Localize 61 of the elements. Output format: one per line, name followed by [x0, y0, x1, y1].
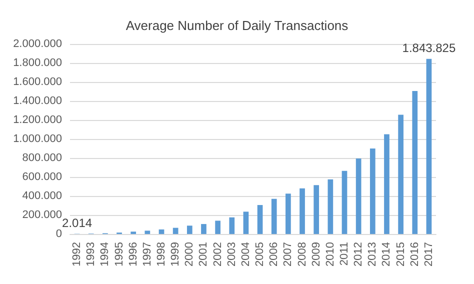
bar — [300, 188, 305, 234]
bar — [201, 224, 206, 234]
bar — [426, 58, 432, 234]
bar — [257, 205, 263, 234]
x-tick-label: 2008 — [296, 242, 308, 266]
chart-title: Average Number of Daily Transactions — [126, 18, 349, 33]
x-tick-label: 2009 — [310, 242, 322, 266]
bar — [186, 226, 192, 234]
x-tick-label: 2017 — [422, 242, 435, 266]
x-tick-label: 2015 — [394, 242, 407, 266]
x-tick-label: 1996 — [127, 242, 140, 266]
x-tick-label: 1992 — [71, 242, 84, 266]
x-tick-label: 1998 — [156, 242, 168, 266]
x-tick-label: 2012 — [352, 242, 365, 266]
bar — [243, 212, 249, 234]
x-tick-label: 2003 — [226, 242, 238, 266]
bar — [286, 194, 291, 234]
x-tick-label: 2014 — [380, 242, 393, 266]
bar — [144, 230, 150, 234]
x-tick-label: 2004 — [240, 242, 252, 266]
bar — [314, 185, 320, 234]
x-tick-label: 2005 — [254, 242, 266, 266]
bar — [370, 148, 376, 234]
x-tick-label: 1995 — [113, 242, 126, 266]
x-tick-label: 2010 — [324, 242, 336, 266]
bar — [384, 134, 390, 234]
bar — [342, 170, 348, 234]
bar — [328, 179, 334, 234]
bar — [412, 91, 418, 234]
bar — [356, 158, 362, 234]
y-tick-label: 1.600.000 — [13, 76, 62, 88]
x-tick-label: 2016 — [408, 242, 421, 266]
data-label: 1.843.825 — [402, 40, 456, 55]
bar — [172, 228, 178, 234]
x-tick-label: 2001 — [198, 242, 210, 266]
bar — [215, 220, 220, 234]
x-tick-label: 2011 — [338, 242, 350, 266]
x-tick-label: 1997 — [141, 242, 154, 266]
bar — [158, 229, 164, 234]
x-tick-label: 2006 — [268, 242, 280, 266]
y-tick-label: 1.400.000 — [13, 95, 62, 107]
bar — [271, 198, 277, 234]
y-tick-label: 600.000 — [22, 171, 62, 183]
y-tick-label: 0 — [56, 228, 62, 240]
bar — [398, 114, 404, 234]
x-tick-label: 2002 — [212, 242, 224, 266]
y-tick-label: 1.000.000 — [13, 133, 62, 145]
x-tick-label: 2013 — [366, 242, 379, 266]
x-tick-label: 1994 — [99, 242, 112, 266]
y-tick-label: 2.000.000 — [13, 38, 62, 50]
bar — [229, 217, 235, 234]
x-tick-label: 2007 — [282, 242, 294, 266]
data-label: 2.014 — [62, 216, 92, 230]
y-tick-label: 1.200.000 — [13, 114, 62, 126]
x-tick-label: 1993 — [85, 242, 98, 266]
x-tick-label: 2000 — [184, 242, 196, 266]
y-tick-label: 800.000 — [22, 152, 62, 164]
x-tick-label: 1999 — [170, 242, 182, 266]
y-tick-label: 200.000 — [22, 209, 62, 221]
y-tick-label: 1.800.000 — [13, 57, 62, 69]
y-tick-label: 400.000 — [22, 190, 62, 202]
